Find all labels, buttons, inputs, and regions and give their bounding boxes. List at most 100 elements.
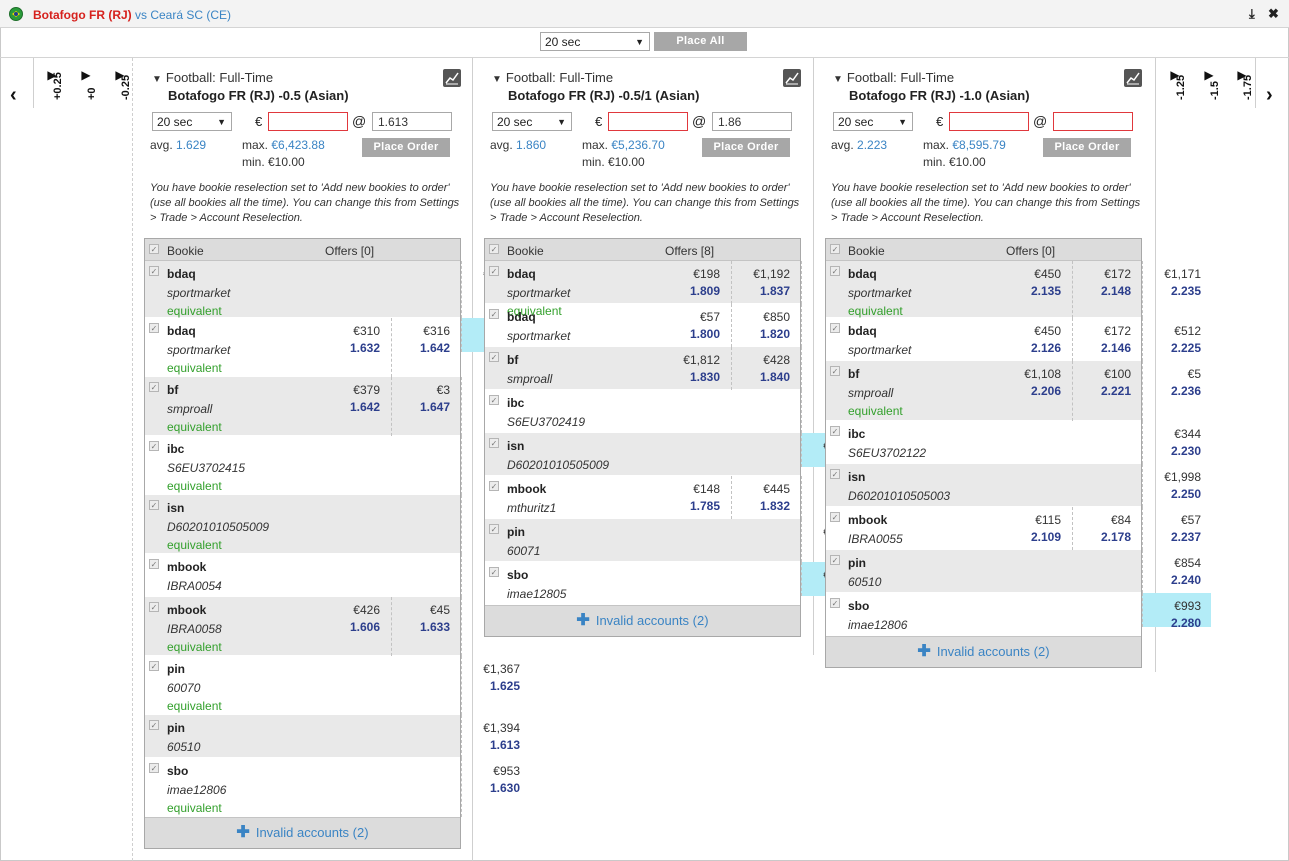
offer-cell[interactable]: €316 1.642: [391, 318, 460, 377]
bookie-checkbox[interactable]: ✓: [830, 366, 840, 376]
offer-cell[interactable]: €148 1.785: [661, 476, 730, 519]
bookie-checkbox[interactable]: ✓: [489, 567, 499, 577]
global-interval-select[interactable]: 20 sec ▼: [540, 32, 650, 51]
offer-cell[interactable]: €1,998 2.250: [1142, 464, 1211, 507]
bookie-checkbox[interactable]: ✓: [149, 441, 159, 451]
offer-cell[interactable]: €45 1.633: [391, 597, 460, 656]
offer-cell[interactable]: €1,192 1.837: [731, 261, 800, 304]
offer-cell[interactable]: €1,108 2.206: [1002, 361, 1071, 421]
select-all-checkbox[interactable]: ✓: [149, 244, 159, 254]
scroll-right-arrow-icon[interactable]: ›: [1266, 84, 1273, 106]
equivalent-label: equivalent: [167, 640, 222, 654]
chart-icon[interactable]: [1124, 69, 1142, 87]
offer-cell[interactable]: €57 1.800: [661, 304, 730, 347]
offer-cell[interactable]: €379 1.642: [321, 377, 390, 436]
chart-icon[interactable]: [443, 69, 461, 87]
offer-cell[interactable]: €100 2.221: [1072, 361, 1141, 421]
select-all-checkbox[interactable]: ✓: [830, 244, 840, 254]
bookie-checkbox[interactable]: ✓: [149, 602, 159, 612]
offer-cell[interactable]: €57 2.237: [1142, 507, 1211, 550]
chart-icon[interactable]: [783, 69, 801, 87]
offer-cell[interactable]: €84 2.178: [1072, 507, 1141, 550]
offer-cell[interactable]: €450 2.135: [1002, 261, 1071, 318]
handicap-option[interactable]: ▶ -0.25: [105, 58, 135, 108]
bookie-checkbox[interactable]: ✓: [149, 500, 159, 510]
bookie-checkbox[interactable]: ✓: [830, 323, 840, 333]
market-header[interactable]: ▼ Football: Full-Time: [152, 70, 273, 85]
offer-cell[interactable]: €854 2.240: [1142, 550, 1211, 593]
bookie-checkbox[interactable]: ✓: [149, 266, 159, 276]
stake-input[interactable]: [949, 112, 1029, 131]
bookie-checkbox[interactable]: ✓: [489, 309, 499, 319]
max-label: max.: [582, 138, 609, 152]
offer-cell[interactable]: €426 1.606: [321, 597, 390, 656]
bookie-checkbox[interactable]: ✓: [830, 469, 840, 479]
offer-cell[interactable]: €1,394 1.613: [461, 715, 530, 758]
market-header[interactable]: ▼ Football: Full-Time: [492, 70, 613, 85]
invalid-accounts-link[interactable]: ✚ Invalid accounts (2): [485, 605, 800, 636]
stake-input[interactable]: [268, 112, 348, 131]
handicap-option[interactable]: ▶ -1.25: [1160, 58, 1190, 108]
bookie-checkbox[interactable]: ✓: [149, 763, 159, 773]
offer-cell[interactable]: €198 1.809: [661, 261, 730, 304]
place-order-button[interactable]: Place Order: [362, 138, 450, 157]
pin-window-icon[interactable]: ⤓: [1249, 6, 1255, 21]
interval-select[interactable]: 20 sec ▼: [833, 112, 913, 131]
offer-cell[interactable]: €450 2.126: [1002, 318, 1071, 361]
event-title[interactable]: Botafogo FR (RJ) vs Ceará SC (CE): [33, 8, 231, 22]
place-order-button[interactable]: Place Order: [702, 138, 790, 157]
bookie-checkbox[interactable]: ✓: [149, 720, 159, 730]
price-input[interactable]: 1.86: [712, 112, 792, 131]
bookie-checkbox[interactable]: ✓: [830, 512, 840, 522]
offer-cell[interactable]: €3 1.647: [391, 377, 460, 436]
interval-select[interactable]: 20 sec ▼: [152, 112, 232, 131]
scroll-left-arrow-icon[interactable]: ‹: [10, 84, 17, 106]
offer-cell[interactable]: €5 2.236: [1142, 361, 1211, 421]
offer-cell[interactable]: €445 1.832: [731, 476, 800, 519]
market-header[interactable]: ▼ Football: Full-Time: [833, 70, 954, 85]
offer-cell[interactable]: €344 2.230: [1142, 421, 1211, 464]
bookie-checkbox[interactable]: ✓: [149, 559, 159, 569]
bookie-checkbox[interactable]: ✓: [489, 481, 499, 491]
offer-cell[interactable]: €428 1.840: [731, 347, 800, 390]
price-input[interactable]: 1.613: [372, 112, 452, 131]
offer-cell[interactable]: €1,171 2.235: [1142, 261, 1211, 318]
close-icon[interactable]: ✖: [1268, 6, 1279, 21]
handicap-option[interactable]: ▶ -1.75: [1227, 58, 1257, 108]
stake-input[interactable]: [608, 112, 688, 131]
bookie-checkbox[interactable]: ✓: [489, 395, 499, 405]
offer-cell[interactable]: €310 1.632: [321, 318, 390, 377]
select-all-checkbox[interactable]: ✓: [489, 244, 499, 254]
handicap-option[interactable]: ▶ +0: [71, 58, 101, 108]
offer-cell[interactable]: €115 2.109: [1002, 507, 1071, 550]
handicap-option[interactable]: ▶ -1.5: [1194, 58, 1224, 108]
bookie-checkbox[interactable]: ✓: [149, 661, 159, 671]
offer-cell[interactable]: €993 2.280: [1142, 593, 1211, 630]
invalid-accounts-link[interactable]: ✚ Invalid accounts (2): [826, 636, 1141, 667]
place-all-button[interactable]: Place All: [654, 32, 747, 51]
offer-cell[interactable]: €1,367 1.625: [461, 656, 530, 715]
bookie-checkbox[interactable]: ✓: [830, 555, 840, 565]
handicap-option[interactable]: ▶ +0.25: [37, 58, 67, 108]
bookie-checkbox[interactable]: ✓: [830, 266, 840, 276]
offer-cell[interactable]: €512 2.225: [1142, 318, 1211, 361]
bookie-checkbox[interactable]: ✓: [149, 382, 159, 392]
bookie-checkbox[interactable]: ✓: [489, 438, 499, 448]
bookie-checkbox[interactable]: ✓: [830, 598, 840, 608]
bookie-table: ✓ Bookie Offers [0] ✓ bdaq sportmarket equival…: [825, 238, 1211, 668]
price-input[interactable]: [1053, 112, 1133, 131]
offer-cell[interactable]: €172 2.146: [1072, 318, 1141, 361]
offer-cell[interactable]: €953 1.630: [461, 758, 530, 817]
bookie-checkbox[interactable]: ✓: [489, 352, 499, 362]
bookie-checkbox[interactable]: ✓: [149, 323, 159, 333]
invalid-accounts-link[interactable]: ✚ Invalid accounts (2): [145, 817, 460, 848]
interval-select[interactable]: 20 sec ▼: [492, 112, 572, 131]
handicap-label: -1.75: [1242, 74, 1254, 100]
place-order-button[interactable]: Place Order: [1043, 138, 1131, 157]
offer-cell[interactable]: €172 2.148: [1072, 261, 1141, 318]
offer-cell[interactable]: €850 1.820: [731, 304, 800, 347]
bookie-checkbox[interactable]: ✓: [489, 524, 499, 534]
offer-cell[interactable]: €1,812 1.830: [661, 347, 730, 390]
bookie-checkbox[interactable]: ✓: [830, 426, 840, 436]
bookie-checkbox[interactable]: ✓: [489, 266, 499, 276]
